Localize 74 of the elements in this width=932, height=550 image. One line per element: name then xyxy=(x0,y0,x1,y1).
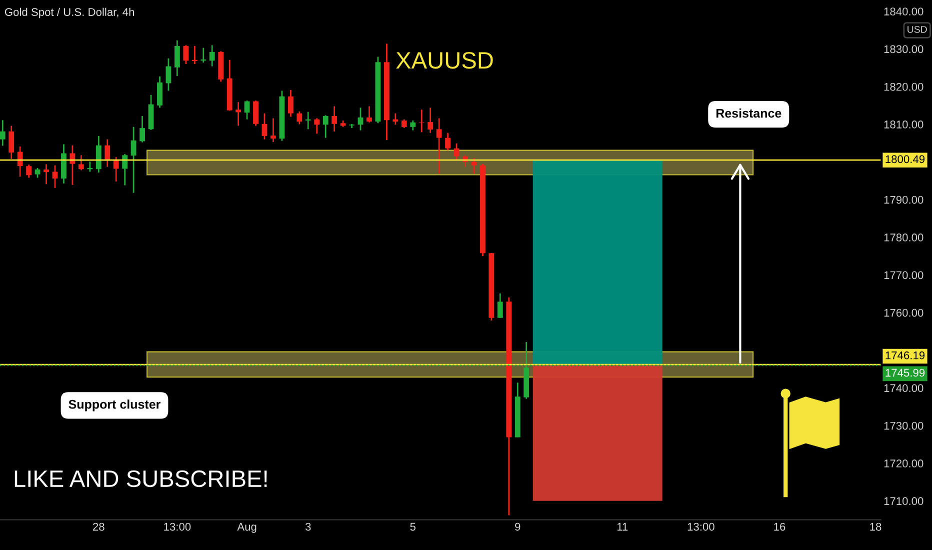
y-tick-label: 1730.00 xyxy=(884,422,924,430)
candlestick xyxy=(288,89,294,118)
y-tick-label: 1720.00 xyxy=(884,460,924,468)
text: Gold Spot / U.S. Dollar, 4h xyxy=(4,8,134,18)
candlestick xyxy=(366,106,372,124)
text: USD xyxy=(908,26,927,33)
candlestick xyxy=(445,132,450,151)
candlestick xyxy=(262,112,268,140)
candlestick xyxy=(52,164,58,189)
candlestick xyxy=(392,112,398,126)
x-tick-label: 13:00 xyxy=(688,522,714,531)
y-tick-label: 1760.00 xyxy=(884,308,924,317)
candlestick xyxy=(497,292,503,319)
candlestick xyxy=(428,107,434,134)
candlestick xyxy=(253,100,258,126)
candlestick xyxy=(26,164,32,178)
y-tick-label: 1830.00 xyxy=(884,45,924,54)
candlestick xyxy=(332,106,338,132)
candlestick xyxy=(314,118,320,134)
ref-line-label: 1746.19 xyxy=(886,351,925,360)
y-tick-label: 1780.00 xyxy=(884,234,924,242)
candlestick xyxy=(140,115,145,144)
candlestick xyxy=(44,164,49,185)
x-tick-label: 16 xyxy=(774,522,786,531)
candlestick xyxy=(87,160,93,172)
candlestick xyxy=(200,47,206,64)
candlestick xyxy=(322,114,328,139)
candlestick xyxy=(471,157,477,174)
candlestick xyxy=(130,126,136,194)
candlestick xyxy=(0,119,6,146)
y-tick-label: 1770.00 xyxy=(884,271,924,280)
x-tick-label: 3 xyxy=(305,522,311,531)
y-tick-label: 1820.00 xyxy=(884,82,924,91)
candlestick xyxy=(166,58,172,92)
x-tick-label: 5 xyxy=(410,522,416,531)
x-tick-label: 28 xyxy=(93,522,104,531)
x-tick-label: Aug xyxy=(237,522,256,533)
candlestick xyxy=(122,153,128,186)
candlestick xyxy=(436,118,442,174)
candlestick xyxy=(174,40,180,77)
candlestick xyxy=(209,44,215,67)
x-tick-label: 18 xyxy=(870,522,882,531)
candlestick xyxy=(270,118,276,143)
candlestick xyxy=(78,154,84,171)
candlestick xyxy=(454,142,460,161)
candlestick xyxy=(236,101,242,126)
annotation: XAUUSD xyxy=(396,52,493,69)
candlestick xyxy=(8,125,14,160)
candlestick xyxy=(358,107,364,132)
candlestick xyxy=(296,110,302,125)
candlestick xyxy=(157,76,162,108)
candlestick xyxy=(113,156,119,182)
candlestick xyxy=(104,138,110,168)
candlestick xyxy=(192,45,198,65)
y-tick-label: 1710.00 xyxy=(884,497,924,506)
candlestick xyxy=(305,111,311,130)
x-tick-label: 11 xyxy=(617,522,628,531)
annotation: LIKE AND SUBSCRIBE! xyxy=(14,470,267,488)
ref-line-label: 1745.99 xyxy=(886,368,925,377)
candlestick xyxy=(244,100,250,120)
candlestick xyxy=(183,44,189,65)
annotation: Support cluster xyxy=(68,400,160,412)
annotation: Resistance xyxy=(716,108,782,118)
y-tick-label: 1790.00 xyxy=(884,196,924,204)
candlestick xyxy=(418,108,424,133)
x-tick-label: 13:00 xyxy=(164,522,191,531)
candlestick xyxy=(34,167,40,178)
x-tick-label: 9 xyxy=(515,522,520,531)
ref-line-label: 1800.49 xyxy=(886,155,925,164)
candlestick xyxy=(410,120,416,132)
y-tick-label: 1810.00 xyxy=(884,120,924,128)
y-tick-label: 1840.00 xyxy=(884,8,924,16)
candlestick xyxy=(96,135,102,174)
y-tick-label: 1740.00 xyxy=(884,384,924,392)
